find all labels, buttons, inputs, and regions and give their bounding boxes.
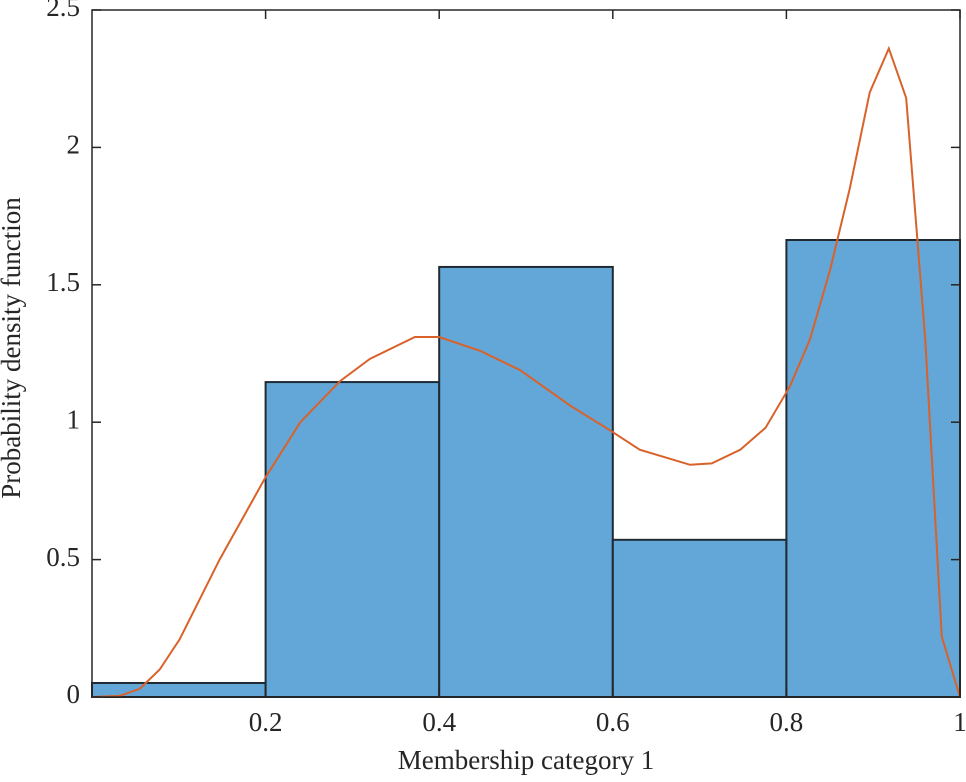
y-axis-label: Probability density function	[0, 197, 26, 499]
x-tick-label: 1	[953, 707, 966, 737]
x-axis-label: Membership category 1	[398, 745, 654, 775]
y-tick-label: 0.5	[46, 542, 80, 572]
y-tick-label: 1.5	[46, 267, 80, 297]
density-line	[91, 45, 961, 698]
y-tick-label: 1	[67, 404, 81, 434]
y-tick-label: 0	[67, 679, 81, 709]
bar	[611, 538, 788, 698]
y-tick-label: 2	[67, 130, 81, 160]
axes-box	[91, 9, 961, 698]
x-tick-label: 0.8	[770, 707, 804, 737]
bar	[785, 239, 962, 698]
bar	[91, 681, 267, 699]
x-tick-label: 0.6	[596, 707, 630, 737]
x-tick-label: 0.4	[422, 707, 456, 737]
bar	[438, 265, 614, 698]
bar	[264, 381, 441, 698]
x-tick-label: 0.2	[249, 707, 283, 737]
y-tick-label: 2.5	[46, 0, 80, 22]
